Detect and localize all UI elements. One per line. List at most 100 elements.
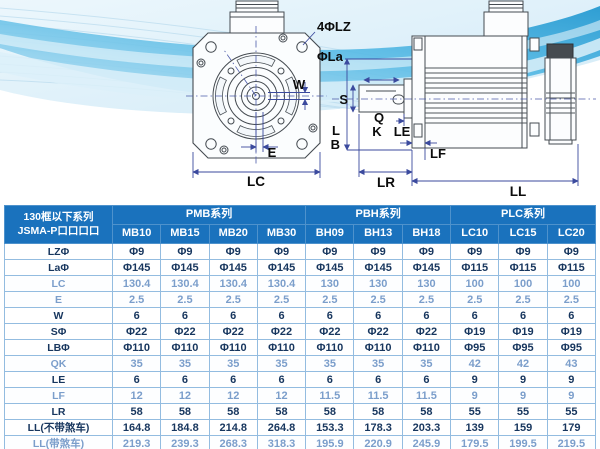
- spec-cell: 130: [401, 275, 452, 292]
- row-label: SΦ: [4, 323, 113, 340]
- spec-cell: 100: [498, 275, 548, 292]
- row-label: LE: [4, 371, 113, 388]
- label-le: LE: [394, 124, 411, 139]
- model-header: BH13: [353, 224, 403, 244]
- table-row: LE 6 6 6 6 6 6 6 9 9 9: [4, 371, 597, 388]
- spec-cell: 219.3: [111, 435, 162, 449]
- model-header: MB30: [256, 224, 307, 244]
- dim-lf: LF: [400, 139, 446, 161]
- table-row: LaΦ Φ145 Φ145 Φ145 Φ145 Φ145 Φ145 Φ145 Φ115 Φ115 Φ…: [4, 259, 597, 276]
- spec-cell: 268.3: [208, 435, 258, 449]
- dim-ll: LL: [411, 144, 579, 199]
- spec-cell: 2.5: [256, 291, 307, 308]
- label-e: E: [268, 145, 277, 160]
- spec-cell: Φ9: [401, 243, 452, 260]
- spec-cell: Φ95: [546, 339, 597, 356]
- model-header: LC20: [546, 224, 597, 244]
- row-label: E: [4, 291, 113, 308]
- spec-cell: Φ110: [208, 339, 258, 356]
- row-label: LZΦ: [4, 243, 113, 260]
- dim-w: W: [268, 77, 310, 110]
- spec-cell: Φ22: [208, 323, 258, 340]
- spec-cell: 6: [256, 307, 307, 324]
- spec-table: 130框以下系列 JSMA-P口口口口 PMB系列 PBH系列 PLC系列 MB10…: [4, 205, 597, 449]
- series-group-header: PMB系列: [111, 205, 307, 225]
- spec-table-head: 130框以下系列 JSMA-P口口口口 PMB系列 PBH系列 PLC系列 MB10…: [4, 205, 597, 244]
- table-row: QK 35 35 35 35 35 35 35 42 42 43: [4, 355, 597, 372]
- spec-cell: 239.3: [160, 435, 210, 449]
- label-k: K: [372, 124, 382, 139]
- spec-cell: Φ110: [160, 339, 210, 356]
- dim-la-l-b: L B: [331, 58, 412, 152]
- side-view: L B S Q K LE: [331, 0, 596, 199]
- spec-cell: 2.5: [498, 291, 548, 308]
- spec-cell: Φ9: [208, 243, 258, 260]
- spec-cell: 35: [305, 355, 355, 372]
- spec-cell: Φ95: [450, 339, 500, 356]
- spec-cell: 12: [111, 387, 162, 404]
- spec-cell: 130.4: [111, 275, 162, 292]
- spec-cell: 214.8: [208, 419, 258, 436]
- spec-cell: Φ22: [353, 323, 403, 340]
- spec-cell: 179: [546, 419, 597, 436]
- front-view: W E LC 4ΦLZ ΦLa: [186, 0, 351, 189]
- spec-cell: 11.5: [305, 387, 355, 404]
- dim-e: E: [241, 112, 278, 160]
- spec-cell: Φ110: [111, 339, 162, 356]
- label-lr: LR: [377, 175, 395, 190]
- spec-cell: 35: [256, 355, 307, 372]
- row-label: QK: [4, 355, 113, 372]
- spec-cell: 58: [208, 403, 258, 420]
- table-row: LL(带煞车) 219.3 239.3 268.3 318.3 195.9 220.9 245…: [4, 435, 597, 449]
- spec-cell: 55: [546, 403, 597, 420]
- spec-cell: 6: [401, 307, 452, 324]
- spec-cell: Φ145: [401, 259, 452, 276]
- spec-cell: 184.8: [160, 419, 210, 436]
- spec-cell: 153.3: [305, 419, 355, 436]
- spec-cell: 6: [208, 307, 258, 324]
- label-l: L: [332, 123, 340, 138]
- spec-cell: Φ9: [498, 243, 548, 260]
- spec-cell: 9: [450, 371, 500, 388]
- row-label: LaΦ: [4, 259, 113, 276]
- spec-cell: Φ22: [305, 323, 355, 340]
- dim-s: S: [339, 84, 357, 113]
- label-lc: LC: [247, 174, 265, 189]
- connector-side: [483, 0, 529, 37]
- spec-cell: Φ145: [353, 259, 403, 276]
- spec-cell: 9: [546, 387, 597, 404]
- row-label: LL(不带煞车): [4, 419, 113, 436]
- spec-cell: 9: [498, 371, 548, 388]
- label-w: W: [293, 77, 306, 92]
- table-row: LR 58 58 58 58 58 58 58 55 55 55: [4, 403, 597, 420]
- spec-cell: 220.9: [353, 435, 403, 449]
- dim-lz: 4ΦLZ: [302, 19, 351, 46]
- motor-dimension-drawing: W E LC 4ΦLZ ΦLa: [0, 0, 600, 199]
- table-row: LBΦ Φ110 Φ110 Φ110 Φ110 Φ110 Φ110 Φ110 Φ95 Φ95 Φ95: [4, 339, 597, 356]
- spec-cell: 6: [305, 307, 355, 324]
- spec-cell: Φ22: [160, 323, 210, 340]
- spec-cell: 6: [208, 371, 258, 388]
- table-row: LL(不带煞车) 164.8 184.8 214.8 264.8 153.3 178.3 20…: [4, 419, 597, 436]
- label-b: B: [331, 137, 340, 152]
- spec-cell: 100: [546, 275, 597, 292]
- label-ll: LL: [510, 184, 527, 199]
- spec-cell: 6: [353, 371, 403, 388]
- model-header: MB15: [160, 224, 210, 244]
- row-label: LL(带煞车): [4, 435, 113, 449]
- row-label: LC: [4, 275, 113, 292]
- spec-cell: 219.5: [546, 435, 597, 449]
- dim-lc: LC: [192, 152, 321, 189]
- spec-table-body: LZΦ Φ9 Φ9 Φ9 Φ9 Φ9 Φ9 Φ9 Φ9 Φ9 Φ9 LaΦ Φ145 Φ145 Φ145 Φ1…: [4, 243, 597, 449]
- spec-cell: Φ9: [353, 243, 403, 260]
- row-label: LF: [4, 387, 113, 404]
- housing-screws: [196, 33, 318, 155]
- table-row: LZΦ Φ9 Φ9 Φ9 Φ9 Φ9 Φ9 Φ9 Φ9 Φ9 Φ9: [4, 243, 597, 260]
- spec-cell: 35: [208, 355, 258, 372]
- spec-cell: 2.5: [450, 291, 500, 308]
- spec-cell: Φ145: [305, 259, 355, 276]
- spec-cell: 58: [160, 403, 210, 420]
- spec-cell: Φ110: [305, 339, 355, 356]
- spec-cell: 35: [160, 355, 210, 372]
